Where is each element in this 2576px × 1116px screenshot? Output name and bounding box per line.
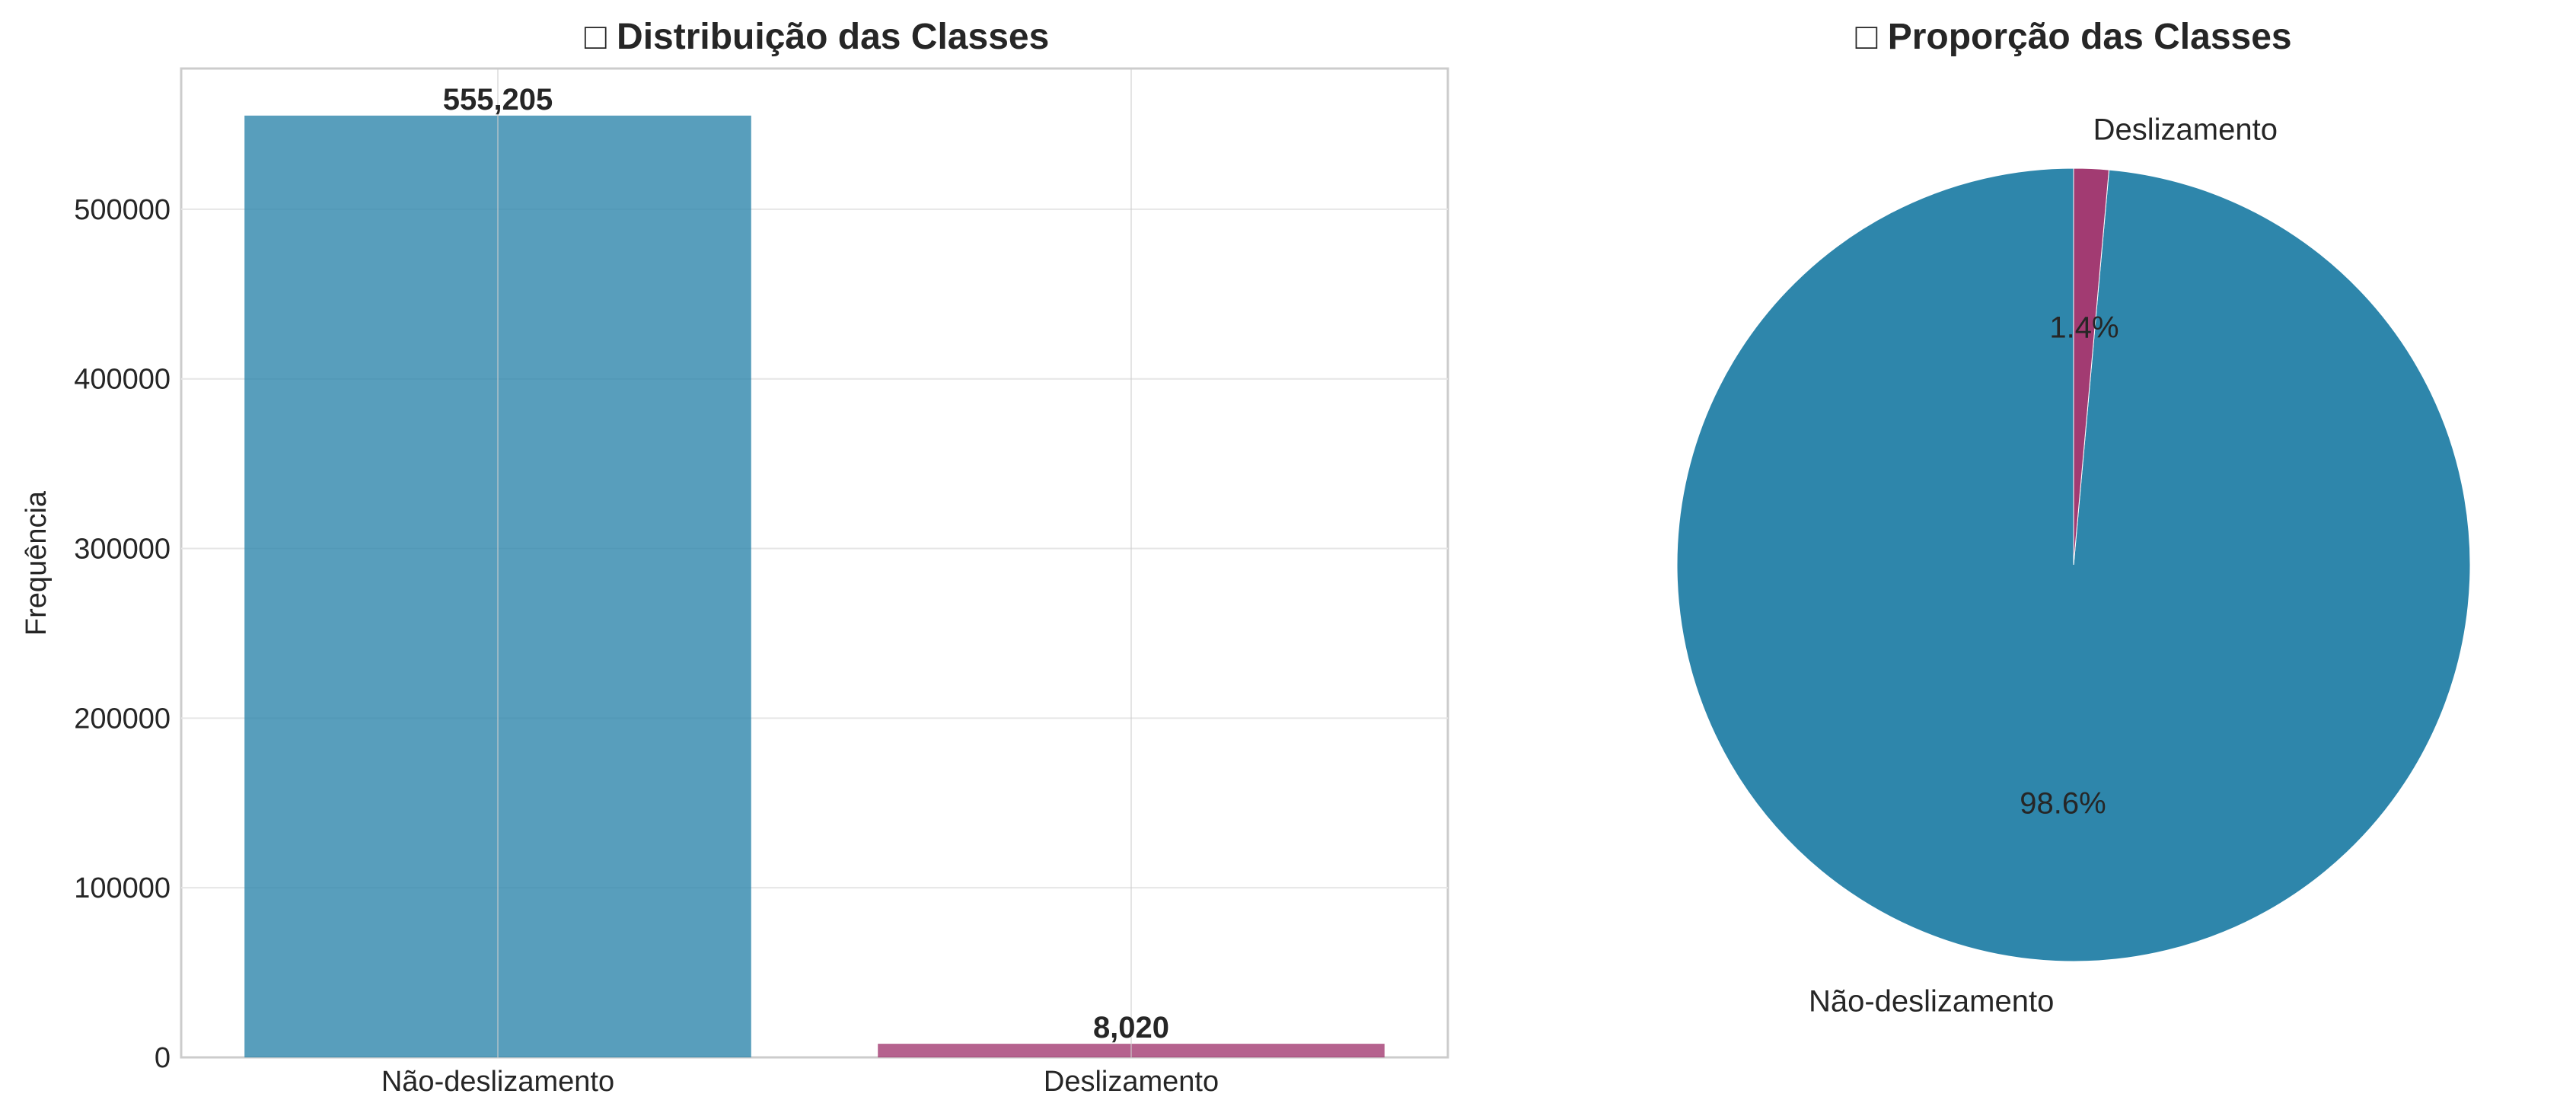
bar-value-label: 555,205	[443, 83, 553, 116]
bar-value-labels: 555,205 8,020	[443, 83, 1169, 1044]
bar-vertical-gridlines	[497, 69, 1132, 1057]
bar-x-tick-label: Não-deslizamento	[381, 1066, 614, 1098]
bar-y-tick-label: 100000	[74, 872, 171, 904]
pie-slice-label: Deslizamento	[2093, 113, 2278, 146]
pie-slices	[1676, 167, 2471, 962]
bar-value-label: 8,020	[1093, 1011, 1169, 1044]
pie-slice	[2073, 167, 2110, 566]
bar-y-axis-label: Frequência	[21, 490, 53, 636]
pie-percent-label: 1.4%	[2049, 311, 2119, 345]
bar-y-tick-label: 400000	[74, 364, 171, 396]
pie-slice-label: Não-deslizamento	[1809, 985, 2054, 1019]
bar-y-tick-label: 0	[155, 1042, 171, 1074]
pie-percent-label: 98.6%	[2020, 786, 2106, 820]
bar-x-tick-label: Deslizamento	[1044, 1066, 1219, 1098]
pie-chart: □ Proporção das Classes Não-deslizamento…	[1676, 17, 2471, 1019]
bar-y-tick-label: 500000	[74, 194, 171, 226]
pie-labels: Não-deslizamento Deslizamento	[1809, 113, 2278, 1018]
bar-y-tick-label: 200000	[74, 703, 171, 735]
pie-percent-labels: 98.6% 1.4%	[2020, 311, 2119, 821]
bar-y-tick-label: 300000	[74, 534, 171, 566]
bar-chart-title: □ Distribuição das Classes	[585, 17, 1050, 57]
bar-x-ticks: Não-deslizamento Deslizamento	[381, 1066, 1219, 1098]
bar-y-ticks: 0 100000 200000 300000 400000 500000	[74, 194, 171, 1074]
pie-chart-title: □ Proporção das Classes	[1855, 17, 2291, 57]
bar-chart: □ Distribuição das Classes 0 100000 200000…	[21, 17, 1449, 1098]
